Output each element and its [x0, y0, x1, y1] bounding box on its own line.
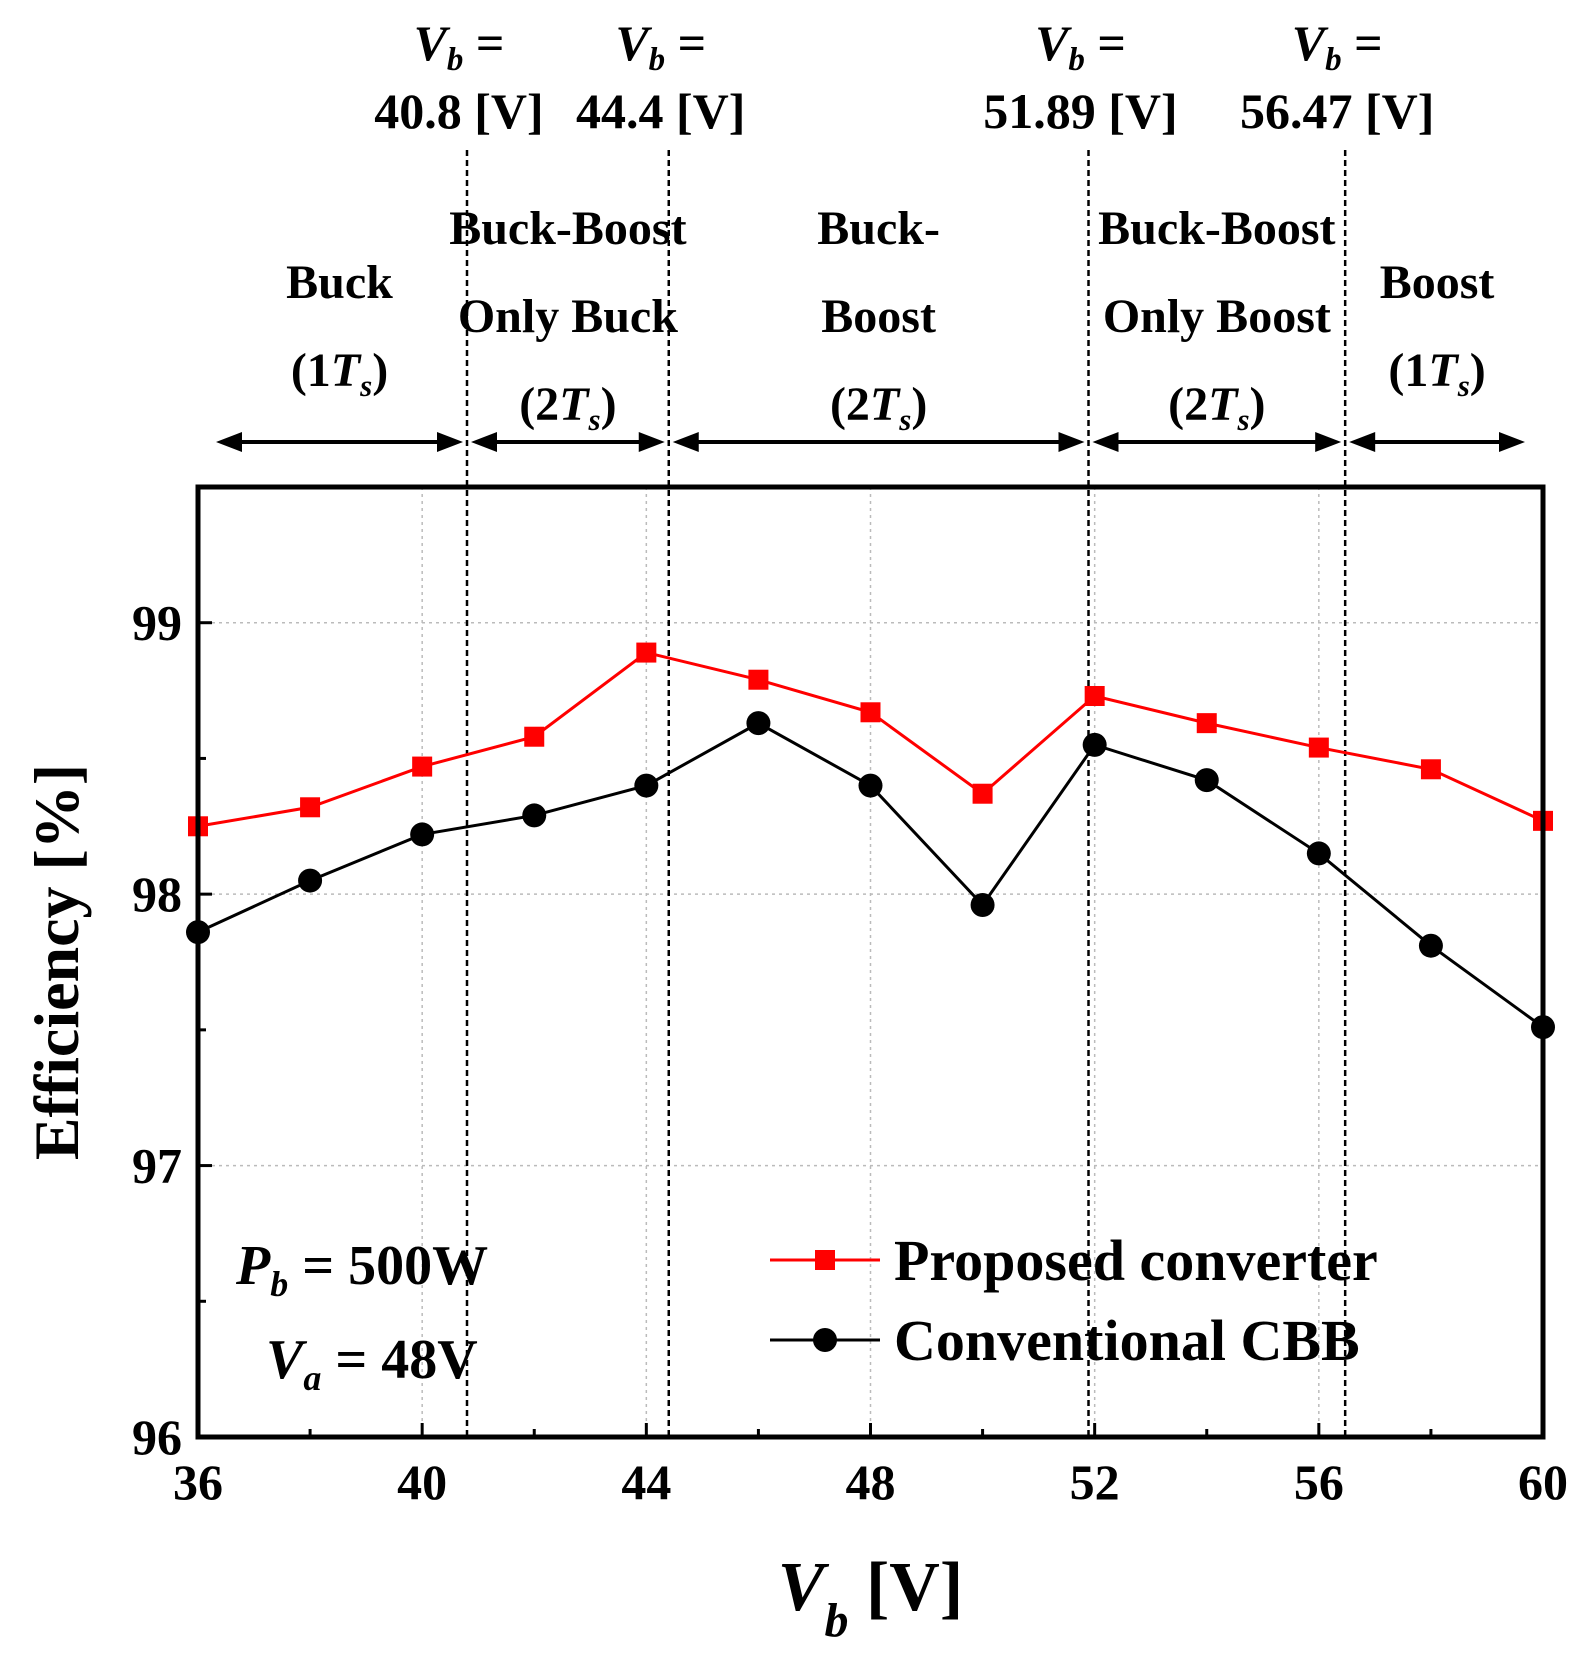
- x-tick-label: 56: [1294, 1454, 1344, 1510]
- axis-labels: Efficiency [%] Vb [V]: [21, 764, 963, 1647]
- x-tick-label: 48: [846, 1454, 896, 1510]
- annotations: Pb = 500W Va = 48V: [235, 1235, 488, 1398]
- region-arrowhead-right: [1499, 432, 1525, 452]
- x-tick-label: 36: [173, 1454, 223, 1510]
- legend-label: Conventional CBB: [894, 1308, 1360, 1373]
- grid-lines: [198, 487, 1543, 1437]
- region-label: (1Ts): [291, 344, 388, 403]
- series-0-point: [1196, 713, 1217, 734]
- region-label: Buck-Boost: [1098, 202, 1335, 255]
- series-1-point: [1082, 732, 1107, 757]
- series-1-point: [746, 711, 771, 736]
- series-1-point: [970, 893, 995, 917]
- series-0-point: [412, 756, 433, 777]
- region-arrowhead-left: [471, 432, 497, 452]
- series-0-point: [860, 702, 881, 723]
- region-arrowhead-right: [437, 432, 463, 452]
- series-1-point: [1194, 768, 1219, 793]
- region-arrowhead-right: [1315, 432, 1342, 452]
- region-label: Buck-Boost: [449, 202, 686, 255]
- region-label: (2Ts): [1168, 378, 1265, 437]
- x-axis-label: Vb [V]: [778, 1549, 963, 1647]
- series-1-point: [522, 803, 547, 828]
- legend-marker: [813, 1328, 837, 1352]
- series-0-point: [748, 669, 769, 690]
- region-label: Only Buck: [458, 290, 678, 343]
- boundary-value: 51.89 [V]: [983, 83, 1177, 139]
- region-arrowhead-right: [1058, 432, 1085, 452]
- series-0-point: [636, 642, 657, 663]
- series-1-point: [410, 822, 435, 847]
- boundary-value: 44.4 [V]: [576, 83, 745, 139]
- legend: Proposed converter Conventional CBB: [770, 1228, 1378, 1373]
- region-arrowhead-left: [1349, 432, 1376, 452]
- region-label: Only Boost: [1103, 290, 1331, 343]
- legend-marker: [815, 1250, 835, 1270]
- annotation: Va = 48V: [266, 1329, 478, 1398]
- axis-ticks: 36 40 44 48 52 56 60 96 97 98 99: [132, 485, 1568, 1510]
- region-label: Boost: [1380, 256, 1495, 309]
- series-1-point: [1418, 933, 1443, 958]
- y-tick-label: 99: [132, 595, 182, 651]
- mode-boundaries: Vb =40.8 [V]Vb =44.4 [V]Vb =51.89 [V]Vb …: [374, 15, 1434, 1437]
- region-arrowhead-left: [672, 432, 699, 452]
- y-tick-label: 98: [132, 866, 182, 922]
- series-0-point: [1420, 759, 1441, 780]
- x-tick-label: 60: [1518, 1454, 1568, 1510]
- boundary-value: 56.47 [V]: [1240, 83, 1434, 139]
- series-0-point: [972, 783, 993, 804]
- x-tick-label: 40: [397, 1454, 447, 1510]
- y-tick-label: 96: [132, 1409, 182, 1465]
- region-label: (1Ts): [1388, 344, 1485, 403]
- boundary-label: Vb =: [414, 15, 505, 78]
- series-0-point: [1308, 737, 1329, 758]
- series-0-point: [524, 726, 545, 747]
- series-0-point: [1084, 686, 1105, 706]
- series-1-point: [634, 773, 659, 798]
- series-1-point: [298, 868, 323, 893]
- series-1-point: [858, 773, 883, 798]
- region-arrowhead-left: [216, 432, 242, 452]
- annotation: Pb = 500W: [235, 1235, 488, 1304]
- boundary-label: Vb =: [1035, 15, 1126, 78]
- boundary-label: Vb =: [1292, 15, 1383, 78]
- region-arrowhead-right: [638, 432, 665, 452]
- boundary-label: Vb =: [615, 15, 706, 78]
- region-label: Buck-: [817, 202, 940, 255]
- region-label: (2Ts): [519, 378, 616, 437]
- region-label: Buck: [286, 256, 393, 309]
- region-label: Boost: [821, 290, 936, 343]
- region-label: (2Ts): [830, 378, 927, 437]
- x-tick-label: 44: [621, 1454, 671, 1510]
- x-tick-label: 52: [1070, 1454, 1120, 1510]
- y-axis-label: Efficiency [%]: [21, 764, 92, 1160]
- series-0-point: [300, 797, 321, 818]
- boundary-value: 40.8 [V]: [374, 83, 543, 139]
- region-arrowhead-left: [1092, 432, 1119, 452]
- data-series: [186, 642, 1555, 1040]
- y-tick-label: 97: [132, 1138, 182, 1194]
- legend-label: Proposed converter: [894, 1228, 1378, 1293]
- series-1-point: [1306, 841, 1331, 866]
